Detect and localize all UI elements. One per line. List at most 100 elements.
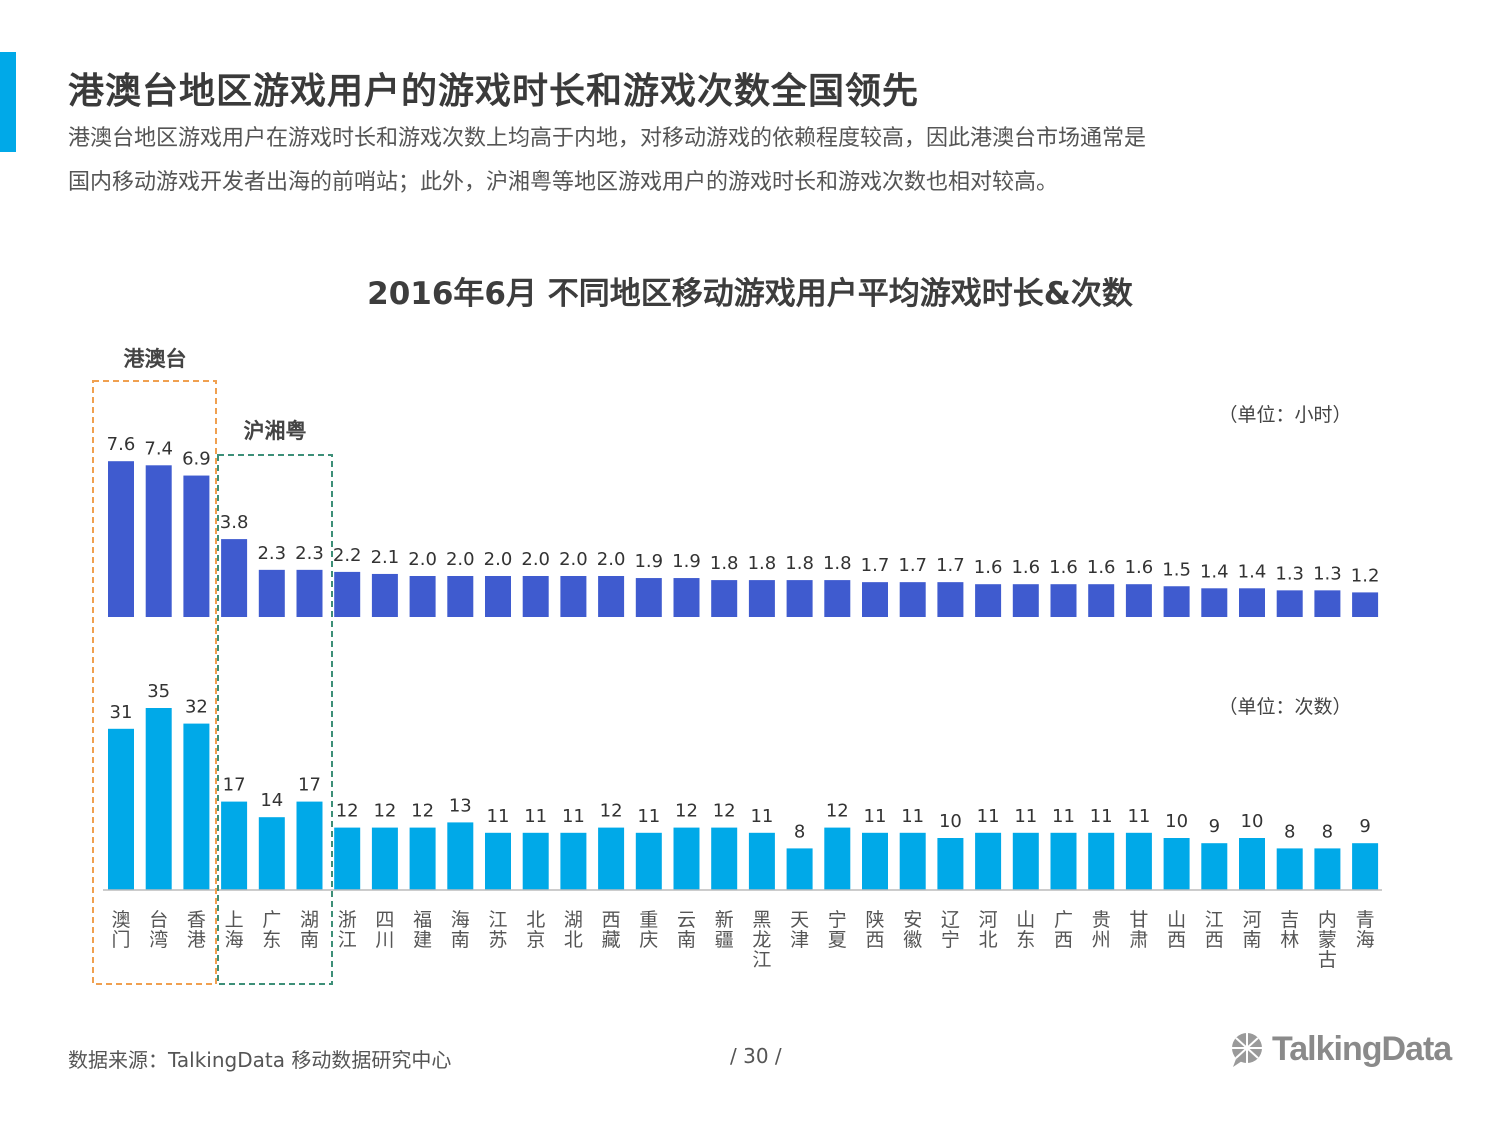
bar	[409, 827, 436, 890]
category-tick-label: 重	[639, 909, 658, 931]
bar	[1201, 843, 1228, 890]
data-label: 7.4	[144, 438, 173, 459]
bar	[1088, 584, 1115, 617]
category-tick-label: 北	[564, 929, 583, 951]
data-label: 8	[794, 821, 805, 842]
category-tick-label: 北	[526, 909, 545, 931]
data-label: 1.7	[898, 555, 927, 576]
page-title: 港澳台地区游戏用户的游戏时长和游戏次数全国领先	[68, 71, 920, 112]
bar	[1352, 592, 1379, 617]
bar	[786, 848, 813, 890]
bar	[108, 728, 134, 890]
data-label: 2.0	[484, 549, 513, 570]
data-label: 2.3	[295, 543, 324, 564]
bar	[447, 822, 474, 890]
category-tick-label: 蒙	[1318, 929, 1337, 951]
category-tick-label: 南	[1242, 929, 1261, 951]
category-tick-label: 福	[413, 909, 432, 931]
logo-icon	[1232, 1032, 1262, 1067]
data-label: 1.2	[1351, 565, 1380, 586]
category-tick-label: 广	[262, 909, 281, 931]
data-label: 8	[1322, 821, 1333, 842]
category-tick-label: 藏	[602, 929, 621, 951]
data-label: 11	[637, 806, 660, 827]
data-label: 10	[1241, 811, 1264, 832]
data-label: 32	[185, 697, 208, 718]
bar	[485, 832, 511, 890]
data-label: 1.6	[1087, 557, 1116, 578]
bar	[560, 832, 587, 890]
page-number: / 30 /	[730, 1044, 782, 1068]
bar	[1239, 588, 1265, 617]
bar	[522, 832, 549, 890]
data-label: 6.9	[182, 449, 211, 470]
data-label: 2.1	[371, 547, 400, 568]
category-tick-label: 南	[300, 929, 319, 951]
data-label: 1.9	[672, 551, 701, 572]
category-tick-label: 疆	[715, 929, 734, 951]
bar	[1088, 832, 1115, 890]
bar	[635, 832, 662, 890]
data-label: 9	[1359, 816, 1370, 837]
data-label: 12	[826, 801, 849, 822]
bar	[183, 475, 210, 617]
category-tick-label: 门	[111, 929, 130, 951]
bar	[1276, 848, 1303, 890]
bar	[560, 576, 587, 617]
bar	[221, 801, 248, 890]
bar	[1050, 832, 1077, 890]
data-label: 1.6	[1125, 557, 1154, 578]
talkingdata-logo: TalkingData	[1228, 1030, 1452, 1069]
data-label: 1.3	[1275, 563, 1304, 584]
data-label: 1.5	[1162, 559, 1191, 580]
category-tick-label: 河	[1242, 909, 1261, 931]
data-label: 1.4	[1238, 561, 1267, 582]
group-highlight-box	[92, 380, 217, 985]
data-label: 11	[487, 806, 510, 827]
bar	[975, 584, 1002, 617]
data-label: 7.6	[107, 434, 136, 455]
data-label: 1.4	[1200, 561, 1229, 582]
accent-bar	[0, 52, 16, 152]
bar	[1012, 584, 1039, 617]
data-label: 1.8	[785, 553, 814, 574]
data-label: 11	[864, 806, 887, 827]
bar	[258, 817, 285, 890]
bar	[1314, 848, 1341, 890]
category-tick-label: 广	[1054, 909, 1073, 931]
category-tick-label: 辽	[941, 909, 960, 931]
bar	[1201, 588, 1228, 617]
group-label: 沪湘粤	[244, 419, 307, 443]
data-source: 数据来源：TalkingData 移动数据研究中心	[68, 1048, 452, 1072]
bar	[522, 576, 549, 617]
subtitle-line-2: 国内移动游戏开发者出海的前哨站；此外，沪湘粤等地区游戏用户的游戏时长和游戏次数也…	[68, 170, 1059, 195]
data-label: 12	[373, 801, 396, 822]
data-label: 2.0	[521, 549, 550, 570]
bar	[485, 576, 511, 617]
category-tick-label: 港	[187, 929, 206, 951]
bar	[371, 573, 398, 617]
data-label: 10	[1165, 811, 1188, 832]
bar	[145, 465, 172, 617]
category-tick-label: 徽	[903, 929, 922, 951]
category-tick-label: 江	[338, 929, 357, 951]
bar	[296, 569, 323, 617]
data-label: 11	[1090, 806, 1113, 827]
category-tick-label: 夏	[828, 929, 847, 951]
category-tick-label: 宁	[941, 929, 960, 951]
data-label: 12	[675, 801, 698, 822]
bar	[899, 582, 926, 617]
bar	[296, 801, 323, 890]
category-tick-label: 香	[187, 909, 206, 931]
category-tick-label: 州	[1092, 929, 1111, 951]
data-label: 11	[901, 806, 924, 827]
data-label: 1.6	[974, 557, 1003, 578]
category-tick-label: 海	[1356, 929, 1375, 951]
data-label: 31	[110, 702, 133, 723]
data-label: 1.7	[936, 555, 965, 576]
bar	[1314, 590, 1341, 617]
category-tick-label: 青	[1356, 909, 1375, 931]
category-tick-label: 西	[602, 909, 621, 931]
data-label: 11	[1014, 806, 1037, 827]
category-tick-label: 江	[752, 949, 771, 971]
